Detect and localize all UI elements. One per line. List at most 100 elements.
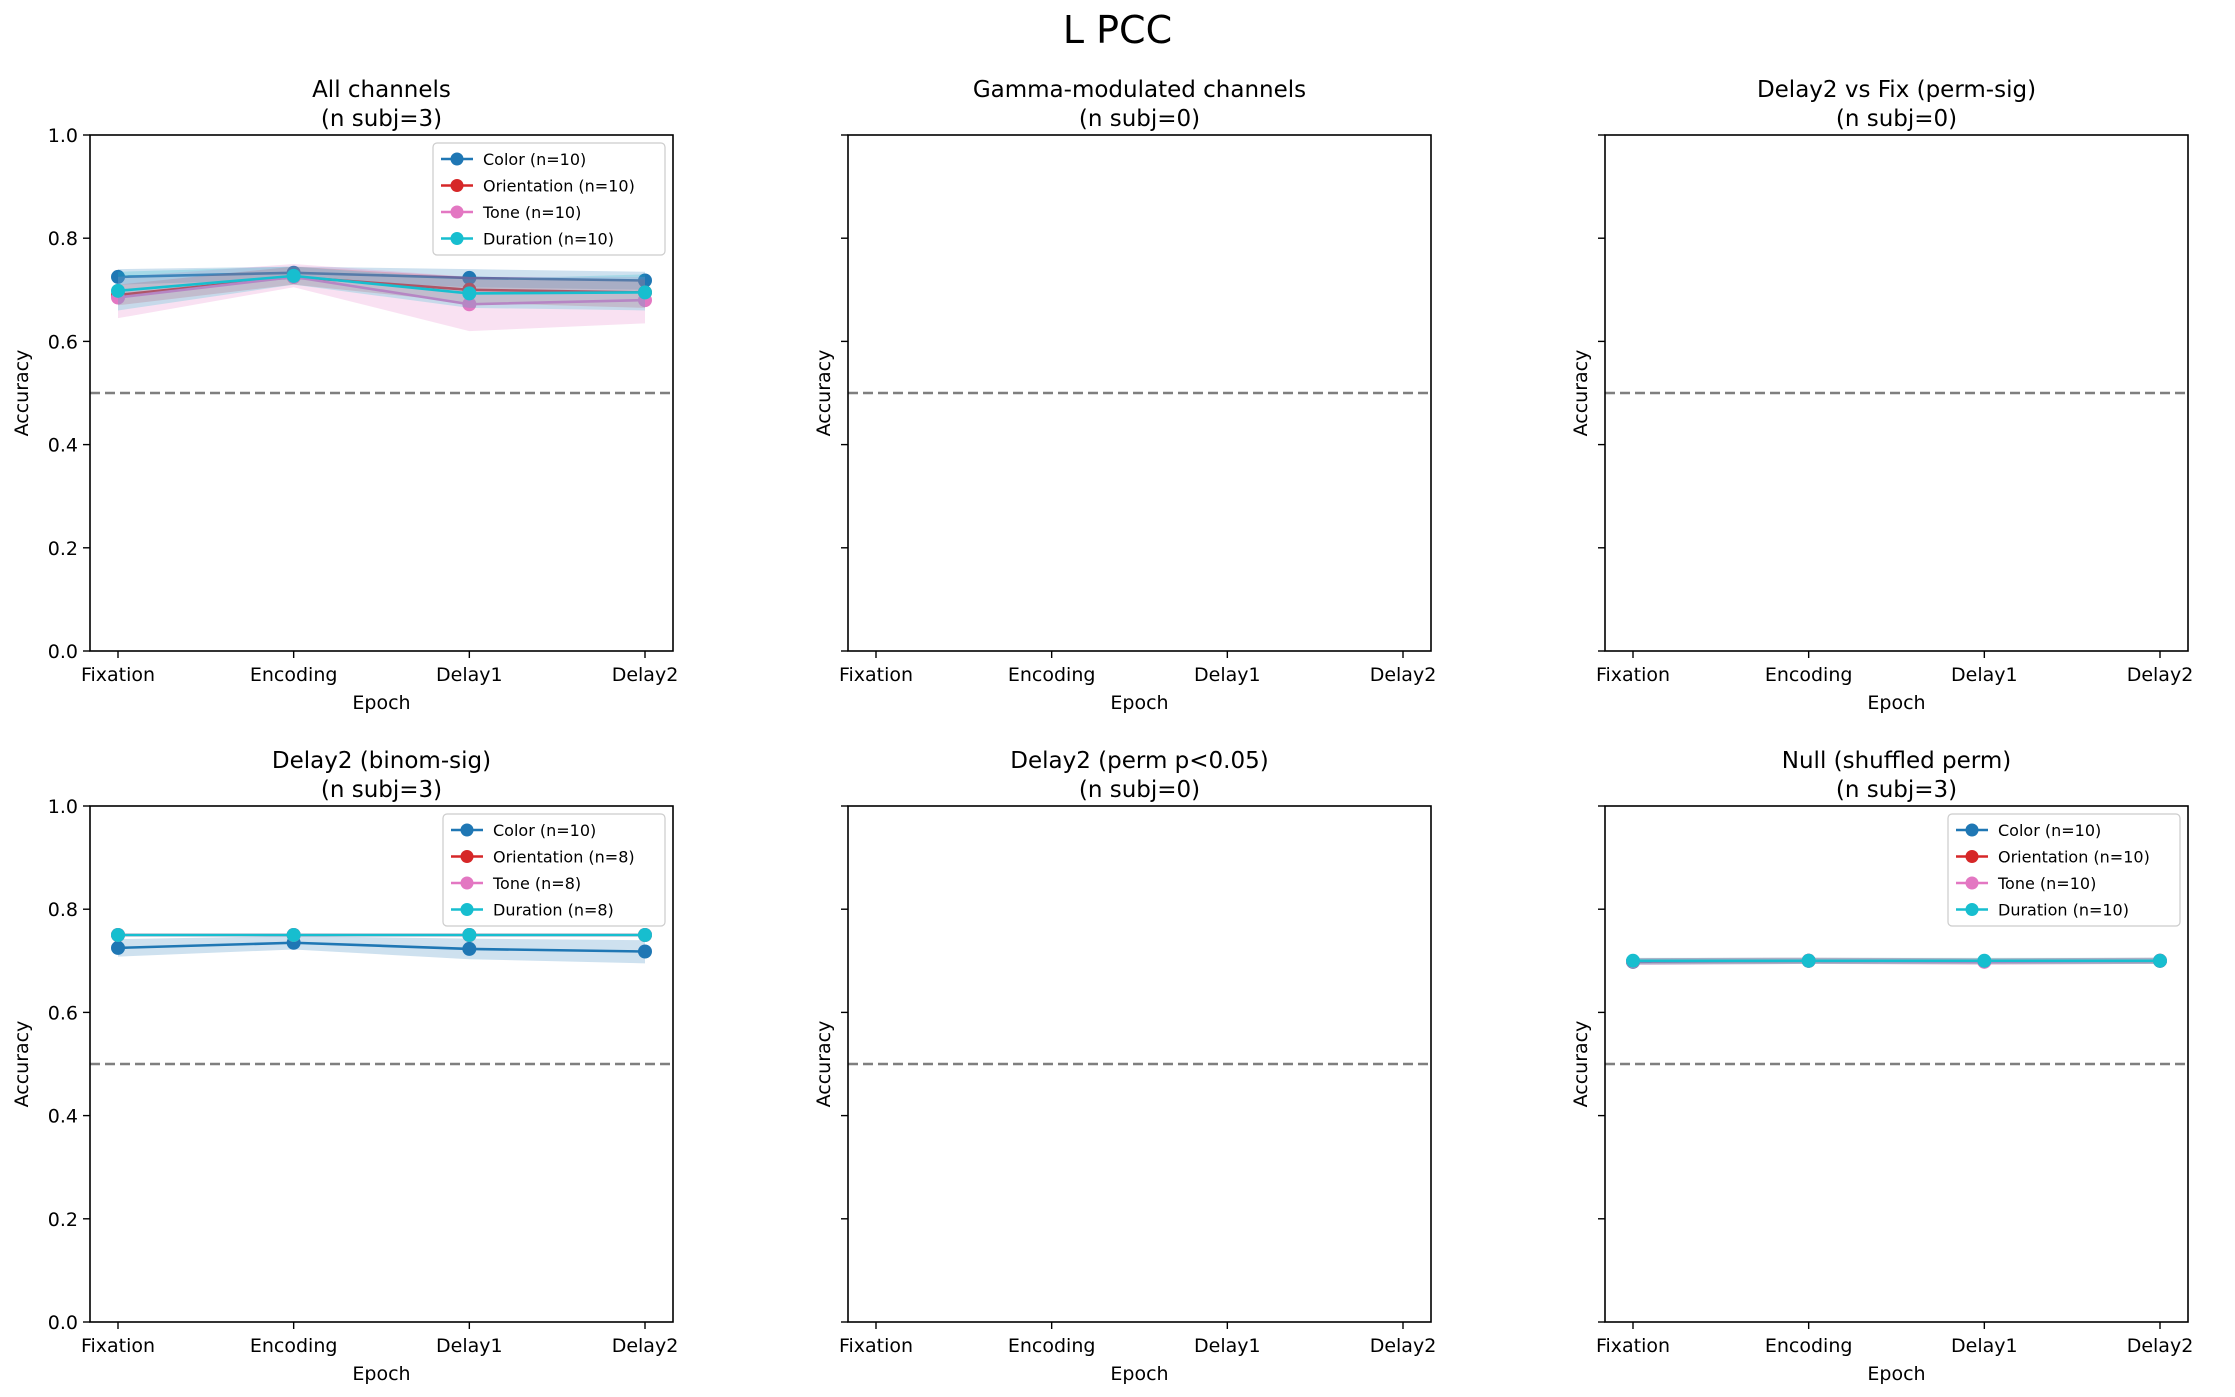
x-tick-label: Delay1 [1194, 1335, 1261, 1357]
data-point-color [638, 944, 652, 959]
subplot-subtitle: (n subj=0) [1836, 106, 1957, 132]
legend-label: Orientation (n=10) [483, 177, 635, 196]
subplot-title: Delay2 (binom-sig) [272, 748, 491, 774]
legend-frame [1947, 813, 2181, 927]
x-tick-label: Delay2 [2127, 664, 2194, 686]
x-tick-label: Delay2 [612, 1335, 679, 1357]
legend-label: Orientation (n=8) [493, 848, 635, 867]
x-tick-label: Delay1 [436, 664, 503, 686]
legend-label: Orientation (n=10) [1998, 848, 2150, 867]
y-tick-label: 0.8 [48, 228, 78, 250]
data-point-duration [462, 928, 477, 942]
axes-frame [847, 134, 1432, 652]
series-line-duration [117, 274, 646, 295]
x-tick-label: Encoding [250, 1335, 338, 1357]
data-point-duration [2153, 953, 2167, 968]
legend-label: Color (n=10) [1998, 821, 2101, 840]
y-axis-label: Accuracy [11, 350, 33, 437]
legend-marker-tone [450, 205, 464, 219]
legend-marker-duration [460, 903, 474, 916]
y-axis-label: Accuracy [1570, 350, 1592, 437]
ci-band-color [118, 266, 645, 290]
x-axis-label: Epoch [1110, 1363, 1168, 1385]
legend-marker-color [460, 823, 474, 837]
legend: Color (n=10) Orientation (n=10) Tone (n=10… [1947, 813, 2181, 927]
data-point-color [111, 940, 125, 955]
axes-frame [1604, 805, 2189, 1323]
subplot-title: Delay2 (perm p<0.05) [1010, 748, 1268, 774]
x-tick-label: Fixation [839, 664, 913, 686]
y-tick-label: 0.8 [48, 899, 78, 921]
subplot-subtitle: (n subj=3) [321, 106, 442, 132]
subplot-1: All channels (n subj=3) 0.0 0.2 0.4 0.6 0.8 1.0… [11, 77, 678, 714]
y-tick-label: 0.2 [48, 538, 78, 560]
y-tick-label: 0.6 [48, 331, 78, 353]
legend-label: Duration (n=8) [493, 901, 614, 920]
y-axis-label: Accuracy [11, 1021, 33, 1108]
data-point-duration [286, 268, 301, 283]
x-tick-label: Encoding [1765, 664, 1853, 686]
legend: Color (n=10) Orientation (n=8) Tone (n=8) D… [442, 813, 666, 927]
x-tick-label: Fixation [81, 1335, 155, 1357]
data-point-duration [638, 285, 652, 300]
x-axis-label: Epoch [352, 1363, 410, 1385]
subplot-subtitle: (n subj=0) [1079, 106, 1200, 132]
x-tick-label: Delay1 [1194, 664, 1261, 686]
legend-frame [442, 813, 666, 927]
x-tick-label: Fixation [1596, 664, 1670, 686]
legend-label: Duration (n=10) [1998, 901, 2129, 920]
legend-label: Tone (n=10) [482, 203, 581, 222]
x-tick-label: Delay2 [1370, 1335, 1437, 1357]
legend-frame [432, 142, 666, 256]
legend-label: Color (n=10) [483, 150, 586, 169]
x-axis-label: Epoch [1867, 1363, 1925, 1385]
data-point-color [462, 941, 477, 956]
data-point-duration [1977, 953, 1992, 968]
data-point-duration [1626, 953, 1640, 968]
x-tick-label: Delay1 [436, 1335, 503, 1357]
x-tick-label: Delay2 [612, 664, 679, 686]
ci-band-orientation [118, 266, 645, 308]
subplot-6: Null (shuffled perm) (n subj=3) Fixation En… [1570, 748, 2193, 1385]
series-line-color [117, 271, 646, 282]
legend-marker-orientation [460, 850, 474, 863]
x-tick-label: Fixation [81, 664, 155, 686]
data-point-duration [638, 928, 652, 942]
y-tick-label: 1.0 [48, 796, 78, 818]
legend-label: Color (n=10) [493, 821, 596, 840]
data-point-duration [1801, 953, 1816, 968]
y-axis-label: Accuracy [813, 1021, 835, 1108]
data-point-duration [286, 928, 301, 942]
subplot-5: Delay2 (perm p<0.05) (n subj=0) Fixation En… [813, 748, 1436, 1385]
y-tick-label: 0.6 [48, 1002, 78, 1024]
x-tick-label: Delay2 [2127, 1335, 2194, 1357]
x-tick-label: Delay1 [1951, 1335, 2018, 1357]
ci-band-duration [118, 266, 645, 311]
x-tick-label: Encoding [1008, 664, 1096, 686]
legend-marker-duration [450, 232, 464, 245]
data-point-color [111, 269, 125, 284]
legend-marker-orientation [1965, 850, 1979, 863]
subplot-title: Delay2 vs Fix (perm-sig) [1757, 77, 2036, 103]
subplot-4: Delay2 (binom-sig) (n subj=3) 0.0 0.2 0.4 0.6… [11, 748, 678, 1385]
x-tick-label: Delay2 [1370, 664, 1437, 686]
legend-marker-tone [1965, 876, 1979, 890]
y-tick-label: 1.0 [48, 125, 78, 147]
y-tick-label: 0.0 [48, 1312, 78, 1334]
legend-marker-tone [460, 876, 474, 890]
subplot-title: Gamma-modulated channels [973, 77, 1306, 103]
subplot-subtitle: (n subj=3) [321, 777, 442, 803]
subplot-3: Delay2 vs Fix (perm-sig) (n subj=0) Fixati… [1570, 77, 2193, 714]
x-axis-label: Epoch [352, 692, 410, 714]
axes-frame [1604, 134, 2189, 652]
subplot-subtitle: (n subj=3) [1836, 777, 1957, 803]
x-tick-label: Delay1 [1951, 664, 2018, 686]
legend-marker-color [450, 152, 464, 166]
x-tick-label: Encoding [250, 664, 338, 686]
y-tick-label: 0.4 [48, 1106, 78, 1128]
series-line-tone [117, 275, 646, 306]
data-point-tone [462, 297, 477, 312]
subplot-title: All channels [312, 77, 451, 103]
subplot-title: Null (shuffled perm) [1782, 748, 2011, 774]
data-point-duration [111, 928, 125, 942]
